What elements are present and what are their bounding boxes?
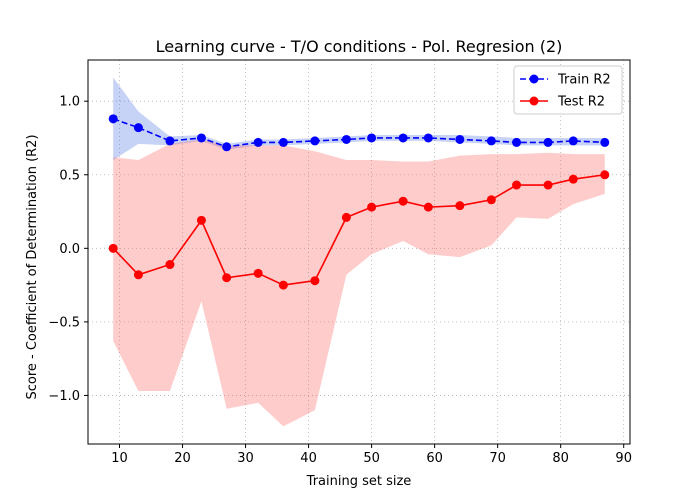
train-r2-point [398, 133, 408, 143]
train-r2-point [367, 133, 377, 143]
test-r2-point [568, 174, 578, 184]
test-r2-line [112, 173, 605, 286]
test-r2-point [278, 280, 288, 290]
x-tick-label: 50 [363, 451, 380, 466]
test-r2-point [310, 276, 320, 286]
y-tick-label: 0.0 [59, 242, 80, 257]
test-r2-band [113, 139, 605, 427]
y-axis-ticks: −1.0 −0.5 0.0 0.5 1.0 [48, 95, 88, 404]
test-r2-point [133, 270, 143, 280]
x-tick-label: 60 [426, 451, 443, 466]
train-r2-point [600, 137, 610, 147]
test-r2-point [455, 201, 465, 211]
x-axis-label: Training set size [306, 474, 412, 489]
x-tick-label: 70 [489, 451, 506, 466]
test-r2-point [486, 195, 496, 205]
grid [88, 60, 630, 444]
x-tick-label: 90 [615, 451, 632, 466]
legend-test-r2-label: Test R2 [557, 95, 605, 110]
test-r2-point [423, 202, 433, 212]
train-r2-point [455, 134, 465, 144]
x-tick-label: 40 [300, 451, 317, 466]
y-tick-label: 0.5 [59, 168, 80, 183]
test-r2-point [512, 180, 522, 190]
train-r2-point [222, 142, 232, 152]
confidence-bands [113, 77, 605, 427]
legend: Train R2 Test R2 [513, 65, 623, 115]
train-r2-point [341, 134, 351, 144]
plot-frame [87, 59, 631, 445]
test-r2-point [108, 243, 118, 253]
train-r2-point [133, 123, 143, 133]
train-r2-point [512, 137, 522, 147]
x-tick-label: 80 [552, 451, 569, 466]
x-axis-ticks: 10 20 30 40 50 60 70 80 90 [111, 444, 632, 466]
train-r2-point [278, 137, 288, 147]
x-tick-label: 10 [111, 451, 128, 466]
y-tick-label: −1.0 [48, 389, 80, 404]
series-markers [108, 114, 610, 290]
test-r2-point [398, 196, 408, 206]
train-r2-point [310, 136, 320, 146]
test-r2-point [253, 268, 263, 278]
train-r2-point [568, 136, 578, 146]
test-r2-point [367, 202, 377, 212]
series-lines [112, 118, 605, 286]
chart-title: Learning curve - T/O conditions - Pol. R… [156, 37, 563, 56]
train-r2-point [196, 133, 206, 143]
train-r2-point [486, 136, 496, 146]
train-r2-point [423, 133, 433, 143]
y-tick-label: 1.0 [59, 95, 80, 110]
y-axis-label: Score - Coefficient of Determination (R2… [25, 134, 40, 399]
y-tick-label: −0.5 [48, 315, 80, 330]
x-tick-label: 20 [174, 451, 191, 466]
train-r2-point [253, 137, 263, 147]
legend-train-r2-label: Train R2 [557, 73, 611, 88]
test-r2-point [165, 260, 175, 270]
test-r2-point [543, 180, 553, 190]
legend-test-r2-marker [529, 96, 539, 106]
train-r2-point [543, 137, 553, 147]
test-r2-point [196, 215, 206, 225]
test-r2-point [341, 212, 351, 222]
train-r2-point [108, 114, 118, 124]
train-r2-point [165, 136, 175, 146]
x-tick-label: 30 [237, 451, 254, 466]
train-r2-line [112, 118, 605, 148]
test-r2-point [222, 273, 232, 283]
legend-train-r2-marker [529, 74, 539, 84]
test-r2-point [600, 170, 610, 180]
train-r2-band [113, 77, 605, 161]
legend-box [513, 65, 623, 115]
